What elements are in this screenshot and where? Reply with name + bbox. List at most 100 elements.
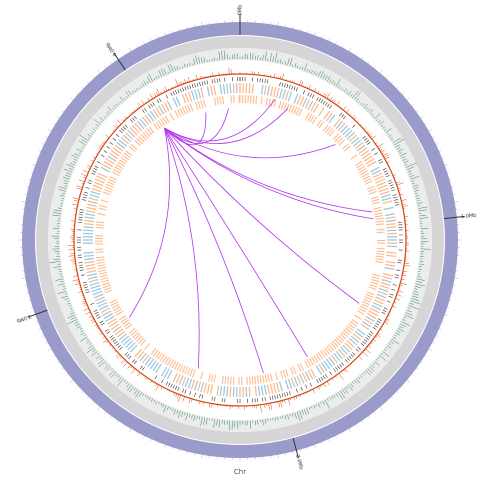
feature-tick (182, 87, 185, 92)
skew-bar (335, 375, 337, 378)
skew-bar (369, 343, 371, 345)
gene-reverse (296, 375, 302, 385)
gc-bar (95, 124, 100, 127)
skew-bar (338, 373, 344, 380)
gc-bar (385, 128, 392, 133)
skew-bar (352, 115, 356, 119)
gc-bar (131, 91, 134, 94)
gene-inner (120, 157, 128, 163)
gene-reverse (302, 372, 308, 383)
gc-bar (93, 128, 96, 131)
feature-tick (281, 82, 284, 87)
skew-bar (76, 185, 83, 188)
gc-bar (384, 349, 386, 351)
gc-bar (387, 133, 390, 135)
ruler-tick (143, 42, 145, 45)
feature-tick (194, 392, 196, 397)
gc-bar (162, 404, 165, 408)
ruler-tick (61, 110, 64, 113)
feature-tick (382, 309, 387, 312)
feature-tick (115, 343, 120, 347)
gc-bar (117, 376, 122, 382)
feature-tick (388, 182, 393, 185)
ruler-tick (57, 361, 60, 364)
gc-bar (289, 413, 291, 417)
gc-bar (394, 334, 397, 337)
gc-bar (125, 381, 128, 384)
gc-bar (329, 79, 332, 83)
gc-track (48, 48, 432, 432)
skew-bar (136, 107, 138, 110)
gene-reverse (85, 263, 96, 267)
skew-bar (122, 362, 128, 368)
gc-bar (317, 71, 322, 77)
gc-bar (176, 409, 179, 414)
gene-inner (375, 255, 385, 258)
skew-bar (264, 404, 266, 409)
feature-tick (291, 85, 294, 90)
gene-forward (122, 134, 132, 143)
ruler-tick (385, 76, 388, 79)
feature-tick (379, 161, 383, 164)
skew-bar (363, 127, 367, 130)
gc-bar (69, 162, 76, 166)
gene-forward (90, 284, 101, 290)
gene-inner (99, 204, 108, 208)
skew-bar (331, 99, 334, 102)
axis-label: Chr (234, 468, 246, 476)
gene-reverse (374, 299, 384, 305)
feature-tick (264, 396, 266, 402)
gc-bar (49, 261, 61, 264)
gene-reverse (160, 103, 168, 114)
gene-inner (308, 357, 314, 366)
ruler-tick (391, 81, 393, 84)
gene-reverse (365, 158, 375, 165)
gene-forward (93, 293, 104, 299)
skew-bar (359, 123, 362, 126)
gc-bar (419, 214, 426, 217)
gc-bar (74, 321, 79, 324)
gc-bar (218, 51, 221, 61)
gc-bar (399, 325, 404, 329)
feature-tick (158, 98, 162, 103)
gc-bar (69, 305, 72, 307)
gene-reverse (360, 323, 370, 331)
gc-bar (354, 380, 358, 384)
gc-bar (408, 305, 420, 310)
gene-inner (359, 305, 368, 311)
gene-inner (330, 342, 337, 350)
gene-inner (319, 350, 326, 358)
ruler-tick (97, 406, 101, 411)
gc-bar (385, 347, 388, 349)
ruler-tick (449, 179, 452, 181)
gc-bar (196, 415, 198, 420)
gene-forward (352, 139, 362, 147)
skew-bar (182, 81, 185, 84)
feature-tick (372, 327, 377, 330)
gc-bar (79, 134, 89, 142)
skew-bar (323, 93, 326, 97)
gc-bar (69, 167, 74, 171)
ruler-tick (157, 442, 159, 445)
gc-bar (193, 58, 196, 65)
gc-bar (339, 390, 346, 399)
skew-bar (87, 164, 92, 168)
feature-tick (172, 91, 175, 96)
skew-bar (339, 106, 341, 108)
gene-inner (356, 163, 364, 169)
gc-bar (60, 281, 64, 283)
gene-inner (98, 271, 108, 275)
skew-bar (145, 102, 147, 104)
major-tick (292, 437, 299, 459)
feature-tick (288, 391, 291, 396)
gene-reverse (108, 320, 118, 328)
gene-forward (175, 96, 181, 106)
skew-bar (370, 342, 373, 345)
gene-reverse (125, 132, 134, 140)
gc-bar (363, 103, 368, 109)
feature-tick (161, 379, 164, 383)
feature-tick (79, 209, 84, 211)
feature-tick (93, 309, 98, 312)
skew-bar (363, 350, 366, 352)
gene-forward (127, 342, 136, 351)
